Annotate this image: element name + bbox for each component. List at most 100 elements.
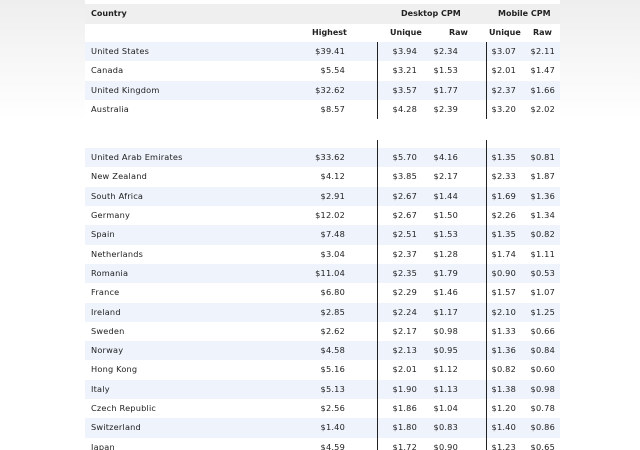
row-group-bottom: United Arab Emirates $33.62 $5.70 $4.16 $1.3… — [85, 148, 560, 450]
mobile-raw-cell: $0.81 — [530, 152, 555, 163]
desktop-unique-cell: $1.90 — [392, 383, 417, 394]
highest-cell: $39.41 — [315, 46, 345, 56]
mobile-raw-cell: $0.53 — [530, 267, 555, 278]
table-row: United States $39.41 $3.94 $2.34 $3.07 $2.11 — [85, 42, 560, 62]
country-cell: Ireland — [91, 306, 121, 317]
country-cell: United Kingdom — [91, 84, 160, 95]
country-cell: Italy — [91, 383, 110, 394]
desktop-raw-cell: $1.77 — [433, 84, 458, 95]
highest-cell: $8.57 — [320, 103, 345, 114]
mobile-unique-cell: $1.33 — [491, 325, 516, 336]
desktop-unique-cell: $2.24 — [392, 306, 417, 317]
desktop-unique-cell: $2.29 — [392, 287, 417, 298]
desktop-unique-cell: $3.94 — [392, 46, 417, 56]
country-cell: New Zealand — [91, 171, 148, 182]
country-cell: United Arab Emirates — [91, 152, 183, 163]
table-row: Australia $8.57 $4.28 $2.39 $3.20 $2.02 — [85, 100, 560, 119]
table-row: New Zealand $4.12 $3.85 $2.17 $2.33 $1.87 — [85, 167, 560, 186]
mobile-unique-cell: $3.07 — [491, 46, 516, 56]
country-cell: Hong Kong — [91, 364, 138, 375]
table-row: France $6.80 $2.29 $1.46 $1.57 $1.07 — [85, 283, 560, 302]
mobile-unique-cell: $0.90 — [491, 267, 516, 278]
desktop-raw-cell: $1.53 — [433, 229, 458, 240]
desktop-unique-cell: $2.37 — [392, 248, 417, 259]
country-cell: Japan — [91, 441, 115, 450]
highest-cell: $4.59 — [320, 441, 345, 450]
mobile-raw-cell: $2.11 — [530, 46, 555, 56]
header-mobile-cpm: Mobile CPM — [498, 9, 551, 18]
header-desktop-cpm: Desktop CPM — [401, 9, 461, 18]
table-row: Italy $5.13 $1.90 $1.13 $1.38 $0.98 — [85, 379, 560, 400]
desktop-unique-cell: $3.57 — [392, 84, 417, 95]
mobile-raw-cell: $1.34 — [530, 210, 555, 221]
country-cell: Sweden — [91, 325, 125, 336]
mobile-unique-cell: $1.40 — [491, 422, 516, 433]
mobile-unique-cell: $2.33 — [491, 171, 516, 182]
country-cell: Canada — [91, 65, 124, 76]
desktop-raw-cell: $1.53 — [433, 65, 458, 76]
country-cell: Czech Republic — [91, 403, 157, 414]
desktop-unique-cell: $2.51 — [392, 229, 417, 240]
table-row: Spain $7.48 $2.51 $1.53 $1.35 $0.82 — [85, 225, 560, 245]
table-row: Japan $4.59 $1.72 $0.90 $1.23 $0.65 — [85, 438, 560, 450]
mobile-unique-cell: $3.20 — [491, 103, 516, 114]
highest-cell: $3.04 — [320, 248, 345, 259]
desktop-unique-cell: $1.80 — [392, 422, 417, 433]
header-country: Country — [91, 9, 127, 18]
country-cell: Spain — [91, 229, 115, 240]
mobile-raw-cell: $0.84 — [530, 345, 555, 356]
group-spacer — [85, 119, 560, 149]
desktop-raw-cell: $1.13 — [433, 383, 458, 394]
mobile-unique-cell: $1.35 — [491, 229, 516, 240]
mobile-unique-cell: $1.20 — [491, 403, 516, 414]
highest-cell: $7.48 — [320, 229, 345, 240]
mobile-unique-cell: $2.26 — [491, 210, 516, 221]
header-mobile-unique: Unique — [489, 28, 521, 37]
mobile-raw-cell: $0.82 — [530, 229, 555, 240]
country-cell: Australia — [91, 103, 130, 114]
country-cell: Netherlands — [91, 248, 144, 259]
highest-cell: $6.80 — [320, 287, 345, 298]
table-row: United Kingdom $32.62 $3.57 $1.77 $2.37 $1.66 — [85, 80, 560, 100]
highest-cell: $2.62 — [320, 325, 345, 336]
mobile-raw-cell: $0.66 — [530, 325, 555, 336]
desktop-unique-cell: $2.67 — [392, 190, 417, 201]
desktop-raw-cell: $0.95 — [433, 345, 458, 356]
mobile-unique-cell: $0.82 — [491, 364, 516, 375]
divider-desktop-top — [377, 42, 378, 119]
highest-cell: $2.85 — [320, 306, 345, 317]
highest-cell: $1.40 — [320, 422, 345, 433]
table-row: South Africa $2.91 $2.67 $1.44 $1.69 $1.36 — [85, 186, 560, 207]
highest-cell: $4.12 — [320, 171, 345, 182]
desktop-unique-cell: $5.70 — [392, 152, 417, 163]
highest-cell: $32.62 — [315, 84, 345, 95]
table-row: Hong Kong $5.16 $2.01 $1.12 $0.82 $0.60 — [85, 360, 560, 379]
desktop-raw-cell: $1.79 — [433, 267, 458, 278]
highest-cell: $5.16 — [320, 364, 345, 375]
mobile-unique-cell: $1.57 — [491, 287, 516, 298]
highest-cell: $12.02 — [315, 210, 345, 221]
cpm-table: Country Desktop CPM Mobile CPM Highest U… — [85, 0, 560, 450]
mobile-raw-cell: $2.02 — [530, 103, 555, 114]
desktop-raw-cell: $1.50 — [433, 210, 458, 221]
mobile-unique-cell: $2.10 — [491, 306, 516, 317]
header-desktop-raw: Raw — [449, 28, 468, 37]
highest-cell: $2.56 — [320, 403, 345, 414]
desktop-raw-cell: $1.28 — [433, 248, 458, 259]
desktop-raw-cell: $0.98 — [433, 325, 458, 336]
row-group-top: United States $39.41 $3.94 $2.34 $3.07 $2.11 C… — [85, 42, 560, 119]
table-row: Romania $11.04 $2.35 $1.79 $0.90 $0.53 — [85, 263, 560, 284]
divider-mobile-top — [486, 42, 487, 119]
divider-mobile-bottom — [486, 140, 487, 450]
desktop-raw-cell: $1.44 — [433, 190, 458, 201]
mobile-unique-cell: $1.38 — [491, 383, 516, 394]
desktop-unique-cell: $3.85 — [392, 171, 417, 182]
country-cell: South Africa — [91, 190, 144, 201]
highest-cell: $11.04 — [315, 267, 345, 278]
divider-desktop-bottom — [377, 140, 378, 450]
mobile-raw-cell: $1.66 — [530, 84, 555, 95]
mobile-unique-cell: $1.36 — [491, 345, 516, 356]
desktop-unique-cell: $4.28 — [392, 103, 417, 114]
desktop-raw-cell: $0.90 — [433, 441, 458, 450]
